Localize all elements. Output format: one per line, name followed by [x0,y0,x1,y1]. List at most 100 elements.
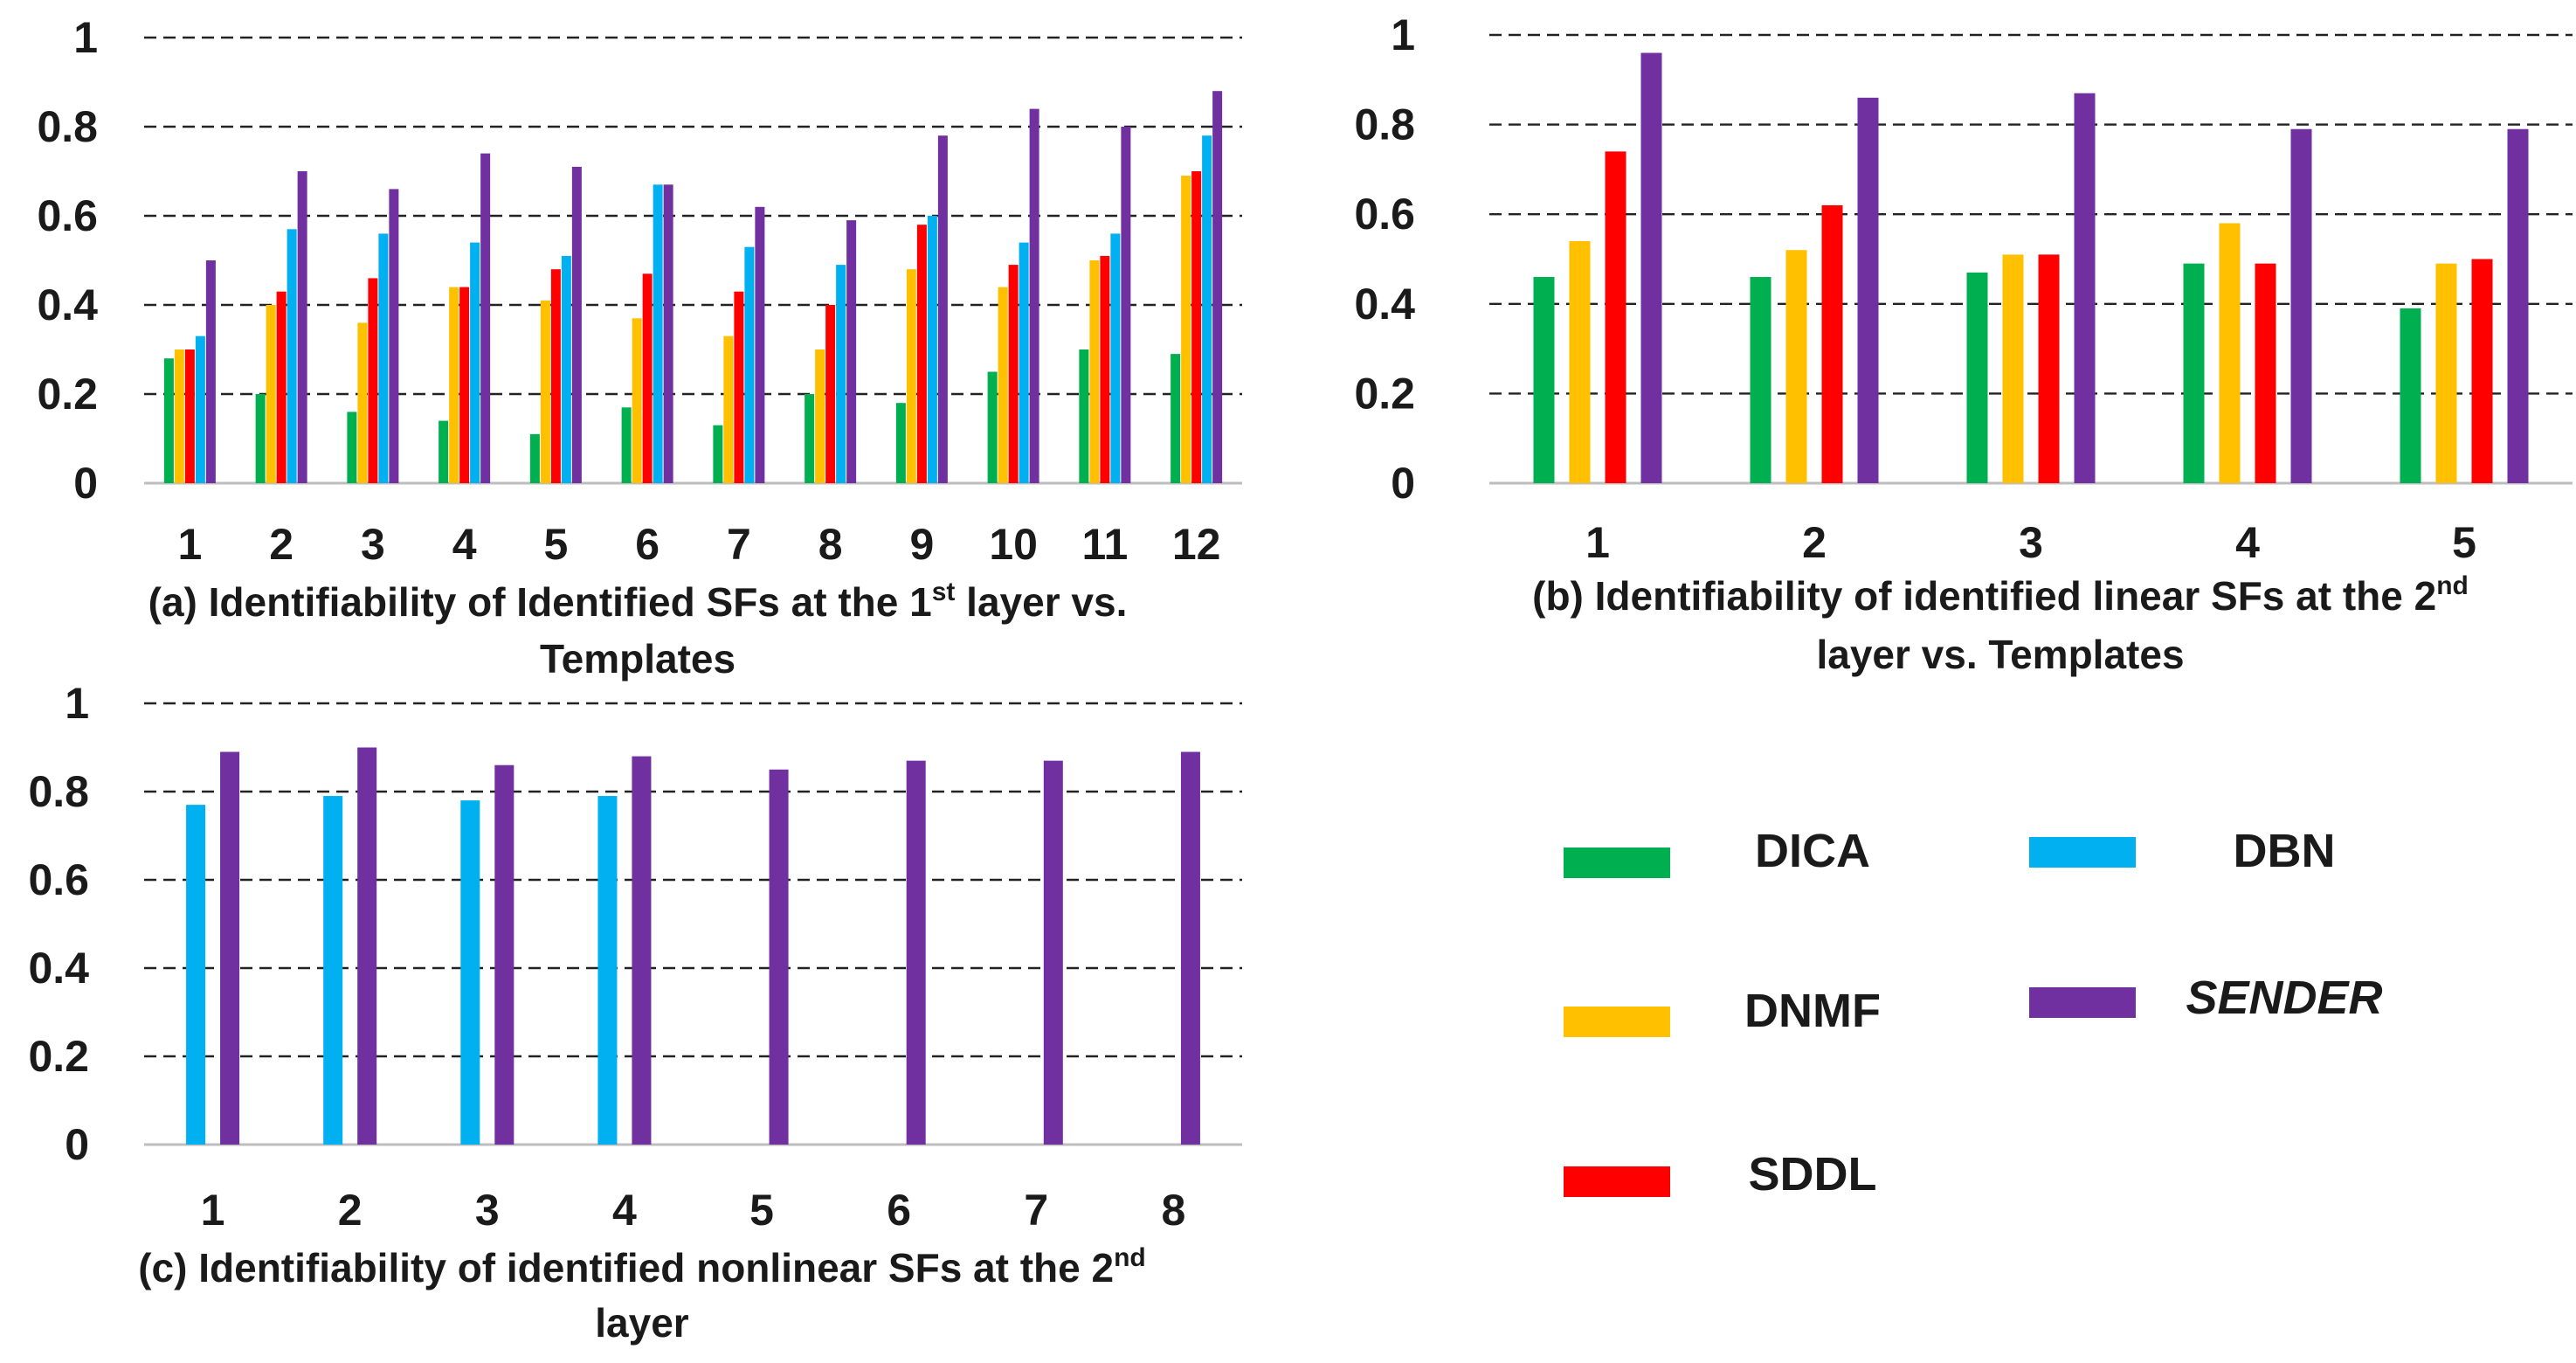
bar-sender-9 [937,135,948,483]
y-tick-label: 0.6 [1354,190,1415,239]
bar-sender-1 [205,260,216,483]
bar-sender-11 [1121,127,1131,483]
y-tick-label: 0 [73,459,98,508]
bar-dica-1 [1533,277,1555,483]
bar-sender-4 [632,756,652,1145]
x-tick-label: 5 [2452,518,2476,567]
bar-sddl-12 [1191,171,1202,483]
bar-dnmf-4 [449,287,459,483]
y-tick-label: 0.2 [37,370,98,419]
x-tick-label: 2 [1802,518,1827,567]
legend-label-dbn: DBN [2234,825,2336,877]
bar-sddl-4 [459,287,470,483]
bar-sender-3 [389,189,399,483]
bar-dnmf-3 [357,322,368,483]
legend-swatch-dica [1564,848,1670,878]
bar-sddl-1 [184,349,195,483]
bar-sender-6 [663,184,673,484]
y-tick-label: 1 [65,679,89,728]
bar-sddl-3 [2038,254,2060,483]
bar-sender-4 [480,153,491,483]
bar-sddl-2 [276,291,287,483]
caption-text: (a) Identifiability of Identified SFs at… [148,579,932,625]
x-tick-label: 12 [1172,520,1221,569]
x-tick-label: 4 [452,520,477,569]
bar-sddl-2 [1821,204,1843,483]
bar-dbn-9 [927,216,937,483]
y-tick-label: 1 [73,13,98,62]
x-tick-label: 10 [989,520,1038,569]
bar-dnmf-1 [1569,240,1591,483]
bar-dnmf-8 [815,349,825,483]
bar-sender-1 [220,751,240,1145]
y-tick-label: 0.4 [1354,280,1415,329]
chart-caption-line2: layer [595,1300,689,1346]
x-tick-label: 1 [201,1186,225,1235]
bar-sddl-5 [550,269,561,483]
bar-sender-10 [1029,108,1039,483]
chart-c: 0 0.2 0.4 0.6 0.8 1 1 2 3 4 5 6 7 8 (c) Identifiabilit… [28,679,1242,1346]
bar-dbn-2 [323,796,343,1145]
x-tick-label: 1 [177,520,202,569]
bar-dnmf-5 [540,300,550,483]
bar-dbn-11 [1110,233,1121,483]
bar-dica-1 [163,358,174,483]
bar-dica-5 [2400,308,2421,483]
x-tick-label: 7 [1024,1186,1048,1235]
bar-dica-5 [529,433,540,483]
bar-sddl-4 [2255,263,2276,483]
bar-sender-7 [1043,760,1063,1145]
bar-sender-1 [1640,52,1662,484]
bar-sender-2 [357,747,377,1145]
bar-sender-3 [494,765,515,1145]
bar-dica-2 [255,394,266,483]
bar-sddl-8 [825,305,836,483]
bar-dnmf-10 [998,287,1008,483]
caption-superscript: nd [2436,571,2469,600]
bar-sender-8 [846,220,857,483]
caption-text: (c) Identifiability of identified nonlin… [138,1245,1114,1290]
bar-dica-6 [621,407,632,483]
x-tick-label: 2 [269,520,294,569]
bar-sender-8 [1180,751,1200,1145]
x-tick-label: 8 [818,520,843,569]
y-tick-label: 0.2 [28,1032,89,1081]
y-tick-label: 0 [65,1120,89,1169]
chart-b: 0 0.2 0.4 0.6 0.8 1 1 2 3 4 5 (b) Identifiability o… [1354,10,2573,677]
bar-sddl-5 [2471,259,2493,483]
bar-dica-10 [987,371,998,483]
bar-dnmf-5 [2435,263,2457,483]
caption-text: (b) Identifiability of identified linear… [1532,573,2436,619]
bar-dica-7 [713,425,723,483]
bar-dbn-4 [597,796,618,1145]
x-tick-label: 11 [1081,520,1128,569]
bar-dbn-6 [653,184,663,484]
x-tick-label: 4 [612,1186,637,1235]
bar-dnmf-9 [906,269,916,483]
bar-dbn-2 [287,229,297,483]
x-tick-label: 8 [1162,1186,1186,1235]
y-tick-label: 0.6 [28,855,89,904]
bar-dbn-8 [836,265,846,483]
chart-caption-line1: (c) Identifiability of identified nonlin… [138,1243,1146,1290]
caption-superscript: nd [1114,1243,1146,1272]
x-tick-label: 6 [887,1186,911,1235]
bar-dbn-1 [186,805,206,1145]
bar-dbn-12 [1202,135,1212,483]
bar-dnmf-3 [2002,254,2024,483]
x-tick-label: 1 [1585,518,1610,567]
bar-dnmf-6 [632,318,642,483]
y-tick-label: 0.8 [37,102,98,151]
bar-dnmf-11 [1089,260,1100,483]
y-tick-label: 0.4 [37,280,98,329]
bar-sender-5 [2507,128,2529,484]
bar-sender-6 [906,760,926,1145]
x-tick-label: 2 [338,1186,363,1235]
caption-text-after: layer vs. [955,579,1127,625]
bar-sddl-10 [1008,265,1019,483]
chart-caption-line2: Templates [540,636,736,682]
bar-dica-4 [2183,263,2205,483]
bar-dbn-3 [460,800,480,1145]
bar-sddl-1 [1605,151,1626,483]
bar-dbn-7 [744,246,755,483]
